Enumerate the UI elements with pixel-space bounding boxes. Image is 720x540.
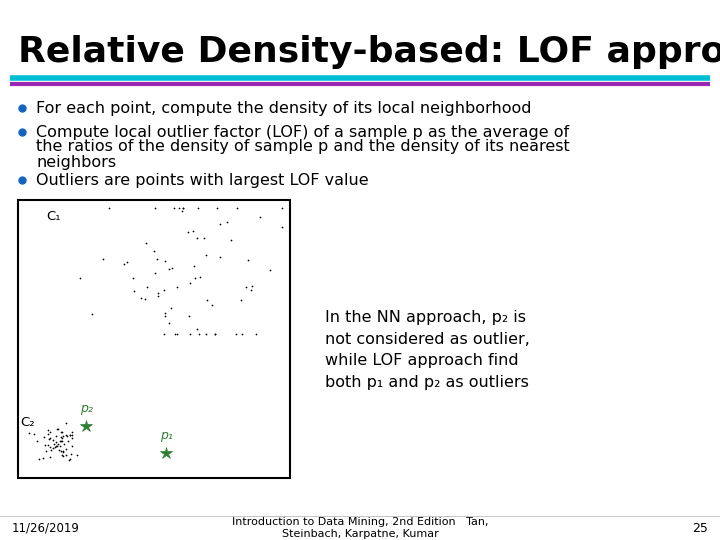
Text: C₁: C₁ (46, 210, 60, 223)
Text: 11/26/2019: 11/26/2019 (12, 522, 80, 535)
Text: p₁: p₁ (160, 429, 172, 442)
Text: the ratios of the density of sample p and the density of its nearest: the ratios of the density of sample p an… (36, 139, 570, 154)
Text: Relative Density-based: LOF approach: Relative Density-based: LOF approach (18, 35, 720, 69)
Text: Outliers are points with largest LOF value: Outliers are points with largest LOF val… (36, 172, 369, 187)
Text: C₂: C₂ (20, 416, 35, 429)
Text: In the NN approach, p₂ is
not considered as outlier,
while LOF approach find
bot: In the NN approach, p₂ is not considered… (325, 310, 530, 390)
FancyBboxPatch shape (18, 200, 290, 478)
Text: p₂: p₂ (80, 402, 92, 415)
Text: 25: 25 (692, 522, 708, 535)
Text: Introduction to Data Mining, 2nd Edition   Tan,
Steinbach, Karpatne, Kumar: Introduction to Data Mining, 2nd Edition… (232, 517, 488, 539)
Text: neighbors: neighbors (36, 154, 116, 170)
Text: For each point, compute the density of its local neighborhood: For each point, compute the density of i… (36, 100, 531, 116)
Text: Compute local outlier factor (LOF) of a sample p as the average of: Compute local outlier factor (LOF) of a … (36, 125, 569, 139)
